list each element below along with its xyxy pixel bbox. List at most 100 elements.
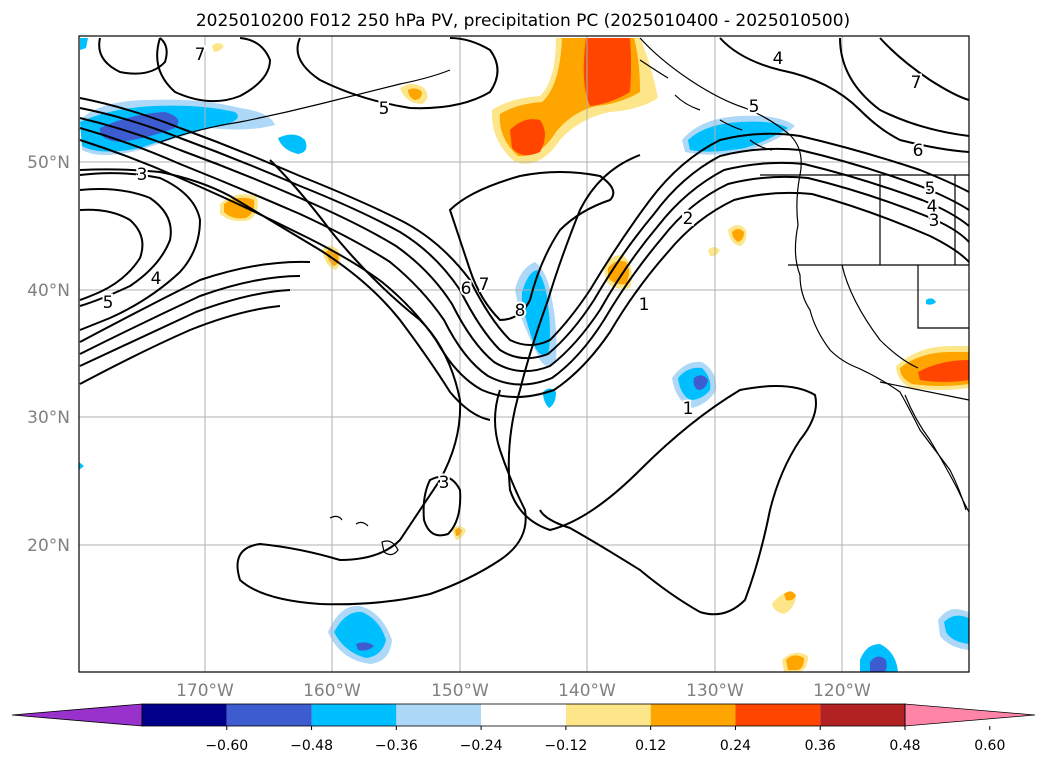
pv-contour-5-north — [296, 37, 499, 110]
neg-anomaly-small-1 — [278, 134, 307, 154]
lon-label: 150°W — [431, 681, 489, 701]
pv-contour-3-south — [236, 159, 527, 606]
pv-contour-3-west — [79, 172, 202, 331]
contour-label: 3 — [137, 165, 148, 185]
coastline-alaska-islands — [639, 59, 773, 151]
coastline-aleutians — [159, 69, 451, 143]
pv-contour-east-7 — [879, 37, 970, 101]
pv-contour-loop-north-1 — [156, 37, 272, 103]
neg-anomaly-west-edge — [80, 38, 88, 50]
colorbar-tick-label: 0.60 — [974, 738, 1005, 754]
lat-label: 40°N — [27, 281, 70, 301]
neg-anomaly-southeast-1-core — [870, 656, 887, 672]
pv-contour-east-loop-2 — [719, 37, 970, 153]
pos-anomaly-west-mid-core — [224, 197, 255, 219]
colorbar-tick-label: 0.48 — [889, 738, 920, 754]
coastline-hawaii-3 — [381, 540, 399, 556]
contour-label: 6 — [913, 141, 924, 161]
pv-contour-3-inner — [422, 475, 462, 537]
pv-contour-1-east — [507, 154, 817, 616]
pv-contour-west-2 — [79, 208, 144, 301]
pv-contour-west-band-1 — [79, 260, 311, 343]
colorbar-extend-min — [11, 703, 143, 727]
contour-labels: 7 5 3 5 4 6 7 8 2 1 1 3 4 5 7 6 5 4 3 — [101, 43, 942, 495]
neg-anomaly-central-mid — [522, 270, 550, 356]
lat-label: 20°N — [27, 536, 70, 556]
pos-anomaly-small-2 — [212, 43, 224, 52]
pv-contour-east-loop — [839, 37, 970, 137]
contour-label: 5 — [925, 179, 936, 199]
colorbar-segment — [311, 704, 397, 726]
pos-anomaly-california-core — [918, 360, 969, 382]
colorbar-tick-label: −0.60 — [205, 738, 248, 754]
colorbar-tick-label: 0.12 — [635, 738, 666, 754]
pos-anomaly-gulf-alaska-core-2 — [510, 119, 545, 156]
coastline-hawaii-1 — [329, 515, 343, 521]
lon-label: 140°W — [558, 681, 616, 701]
neg-anomaly-west-small — [79, 462, 84, 470]
colorbar-segment — [820, 704, 905, 726]
colorbar-tick-label: −0.24 — [460, 738, 503, 754]
colorbar: −0.60 −0.48 −0.36 −0.24 −0.12 0.12 0.24 0.36 0.4… — [11, 703, 1036, 754]
contour-label: 6 — [461, 279, 472, 299]
latitude-labels: 50°N 40°N 30°N 20°N — [27, 153, 70, 556]
colorbar-segment — [565, 704, 651, 726]
state-border-2 — [917, 265, 969, 329]
colorbar-outline — [141, 703, 906, 727]
contour-label: 1 — [683, 399, 694, 419]
lat-label: 50°N — [27, 153, 70, 173]
contour-label: 3 — [929, 211, 940, 231]
pos-anomaly-small-7-core — [784, 591, 796, 601]
colorbar-segment — [396, 704, 482, 726]
pv-contour-central-loop — [448, 171, 615, 322]
pos-anomaly-gulf-alaska-core — [583, 38, 631, 106]
lon-label: 170°W — [176, 681, 234, 701]
colorbar-tick-label: −0.12 — [544, 738, 587, 754]
gridlines — [79, 36, 969, 672]
pos-anomaly-central-core — [608, 260, 629, 285]
us-mexico-border — [879, 381, 970, 401]
pv-contour-band-5 — [79, 139, 970, 398]
contour-label: 4 — [773, 49, 784, 69]
colorbar-segment — [481, 704, 566, 726]
coastline-baja — [904, 394, 970, 513]
lon-label: 160°W — [303, 681, 361, 701]
map-frame — [78, 35, 970, 673]
pv-contour-band-4 — [79, 127, 970, 386]
neg-anomaly-small-3 — [926, 298, 936, 305]
contour-label: 5 — [749, 97, 760, 117]
contour-label: 2 — [683, 209, 694, 229]
figure-title: 2025010200 F012 250 hPa PV, precipitatio… — [196, 11, 850, 31]
longitude-labels: 170°W 160°W 150°W 140°W 130°W 120°W — [176, 681, 871, 701]
state-border-3 — [841, 264, 919, 369]
lon-label: 120°W — [813, 681, 871, 701]
colorbar-tick-label: 0.36 — [805, 738, 836, 754]
pos-anomaly-small-4-core — [732, 229, 744, 242]
contour-label: 4 — [151, 269, 162, 289]
pv-contours — [79, 37, 970, 616]
contour-label: 3 — [439, 473, 450, 493]
contour-label: 5 — [379, 99, 390, 119]
pv-contour-band-1 — [79, 97, 970, 346]
neg-anomaly-southeast-2-mid — [944, 615, 969, 644]
coastline-north-america — [639, 37, 967, 511]
pv-contour-west-band-2 — [79, 275, 301, 355]
pv-contour-band-2 — [79, 107, 970, 360]
colorbar-segment — [142, 704, 227, 726]
contour-label: 7 — [911, 73, 922, 93]
colorbar-tick-label: 0.24 — [720, 738, 751, 754]
contour-label: 7 — [479, 275, 490, 295]
contour-label: 4 — [927, 197, 938, 217]
colorbar-extend-max — [904, 703, 1036, 727]
colorbar-tick-label: −0.36 — [375, 738, 418, 754]
pos-anomaly-small-5 — [708, 247, 720, 257]
contour-label: 7 — [195, 45, 206, 65]
pv-contour-west-band-3 — [79, 289, 291, 367]
neg-anomaly-south-core — [356, 642, 374, 651]
pv-contour-west-band-4 — [79, 305, 281, 385]
contour-label: 5 — [103, 293, 114, 313]
colorbar-segment — [650, 704, 736, 726]
contour-label: 1 — [639, 295, 650, 315]
contour-label: 8 — [515, 301, 526, 321]
